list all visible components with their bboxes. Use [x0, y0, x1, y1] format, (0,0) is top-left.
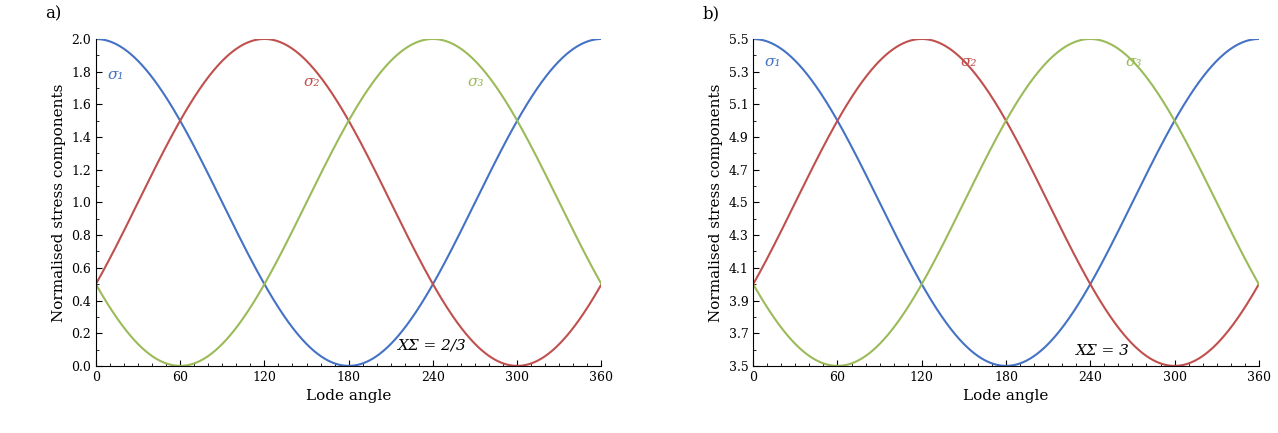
X-axis label: Lode angle: Lode angle	[305, 389, 391, 403]
Text: σ₃: σ₃	[468, 75, 484, 89]
Text: XΣ = 2/3: XΣ = 2/3	[397, 339, 466, 353]
Text: a): a)	[45, 6, 61, 23]
Text: σ₂: σ₂	[961, 55, 978, 69]
Text: σ₁: σ₁	[764, 55, 781, 69]
Text: σ₁: σ₁	[107, 68, 124, 82]
Text: b): b)	[703, 6, 720, 23]
Text: σ₂: σ₂	[304, 75, 321, 89]
Y-axis label: Normalised stress components: Normalised stress components	[709, 83, 723, 322]
Text: XΣ = 3: XΣ = 3	[1076, 344, 1130, 358]
Text: σ₃: σ₃	[1126, 55, 1143, 69]
X-axis label: Lode angle: Lode angle	[964, 389, 1049, 403]
Y-axis label: Normalised stress components: Normalised stress components	[51, 83, 65, 322]
